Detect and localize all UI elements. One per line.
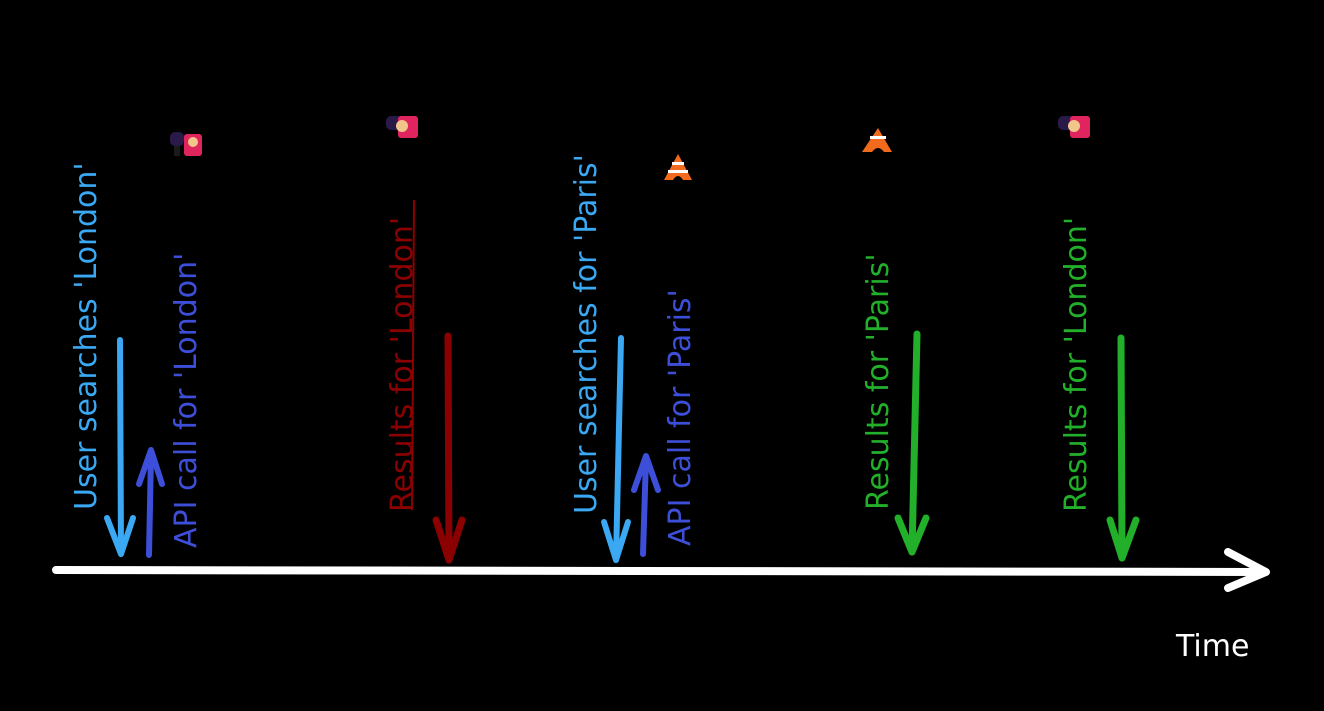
down-arrow: [432, 332, 466, 564]
eiffel-tower-icon: [664, 154, 692, 180]
down-arrow: [104, 337, 136, 557]
event-label: Results for 'Paris': [861, 253, 896, 510]
up-arrow: [631, 453, 661, 557]
event-label: Results for 'London': [385, 217, 420, 512]
event-user-search-london: User searches 'London': [69, 162, 136, 557]
event-results-london-late: Results for 'London': [1058, 116, 1140, 562]
event-label: User searches for 'Paris': [569, 154, 604, 514]
strike-line: [411, 199, 415, 511]
time-axis-label: Time: [1175, 629, 1249, 664]
event-results-paris: Results for 'Paris': [861, 128, 930, 556]
event-results-london-stale: Results for 'London': [385, 116, 466, 564]
down-arrow: [601, 335, 631, 563]
down-arrow: [894, 330, 930, 556]
event-label: API call for 'London': [169, 253, 204, 548]
event-api-call-london: API call for 'London': [136, 132, 204, 558]
guard-icon: [170, 132, 202, 156]
eiffel-tower-icon: [862, 128, 892, 152]
guard-icon: [386, 116, 418, 138]
event-label: API call for 'Paris': [663, 289, 698, 546]
event-label: Results for 'London': [1059, 217, 1094, 512]
event-user-search-paris: User searches for 'Paris': [569, 154, 631, 563]
up-arrow: [136, 447, 165, 558]
guard-icon: [1058, 116, 1090, 138]
down-arrow: [1106, 334, 1140, 562]
time-axis: [52, 548, 1270, 592]
event-label: User searches 'London': [69, 162, 104, 510]
event-api-call-paris: API call for 'Paris': [631, 154, 698, 557]
